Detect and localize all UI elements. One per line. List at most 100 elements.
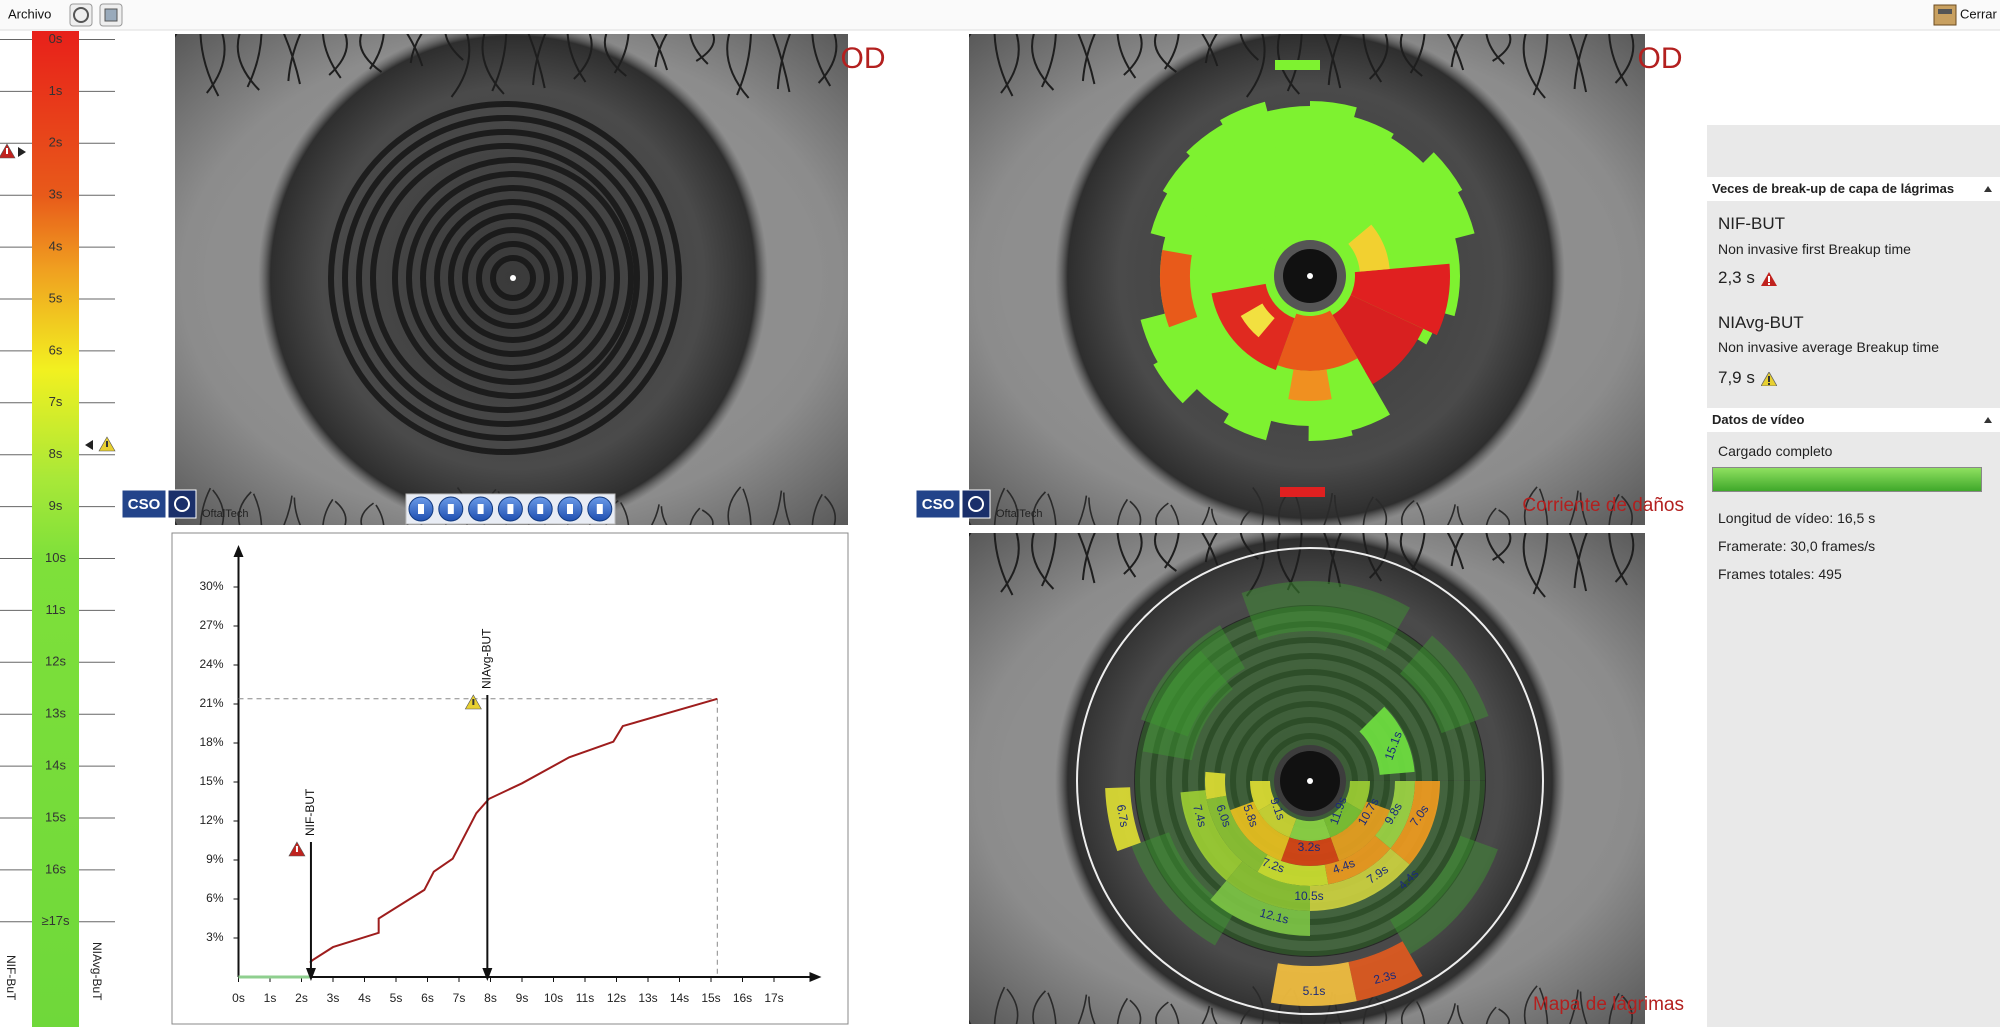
video-detail: Frames totales: 495	[1718, 566, 1842, 582]
eyelash	[1201, 506, 1211, 525]
y-tick-label: 15%	[199, 774, 223, 788]
eyelash	[1245, 533, 1266, 597]
map-sector	[1325, 137, 1425, 255]
eyelash	[1240, 510, 1251, 525]
eyelash	[359, 34, 383, 73]
map-sector	[1186, 123, 1296, 255]
close-button[interactable]: Cerrar	[1960, 6, 1998, 21]
eyelash	[1327, 34, 1342, 86]
sector-label: 3.2s	[1298, 840, 1321, 854]
eyelash	[1532, 533, 1549, 595]
scale-label: 7s	[49, 394, 63, 409]
scale-label: 5s	[49, 290, 63, 305]
map-sector	[1230, 801, 1290, 861]
eyelash	[650, 504, 660, 525]
x-tick-label: 15s	[701, 991, 720, 1005]
x-tick-label: 7s	[453, 991, 466, 1005]
x-tick-label: 13s	[638, 991, 657, 1005]
scale-caption: NIAvg-BuT	[90, 942, 104, 1001]
color-scale-bar	[32, 31, 79, 1027]
map-sector	[1390, 781, 1440, 865]
eye-image	[175, 34, 848, 525]
metric-description: Non invasive average Breakup time	[1718, 339, 1940, 355]
menu-archivo[interactable]: Archivo	[8, 6, 51, 21]
eyelash	[334, 500, 347, 525]
map-sector	[1323, 801, 1362, 838]
eyelash	[1006, 489, 1019, 525]
eye-label: OD	[841, 42, 886, 75]
eyelash	[491, 34, 508, 92]
eyelash	[1088, 497, 1096, 525]
x-tick-label: 11s	[576, 991, 594, 1005]
brand-text: OftalTech	[202, 508, 248, 520]
collapse-caret[interactable]	[1984, 417, 1992, 423]
map-caption: Corriente de daños	[1522, 495, 1684, 516]
eyelash	[1327, 533, 1342, 585]
eyelash	[1485, 34, 1505, 65]
scale-pointer	[18, 147, 26, 157]
eyelash	[1375, 498, 1388, 525]
eyelash	[236, 34, 260, 91]
collapse-caret[interactable]	[1984, 186, 1992, 192]
eye-image	[969, 34, 1645, 525]
eyelash	[742, 488, 752, 525]
player-button-glyph	[537, 504, 544, 514]
eyelash	[1415, 1001, 1426, 1024]
eyelash	[532, 34, 547, 86]
eyelash	[1170, 1003, 1180, 1024]
toolbar-icon[interactable]	[69, 3, 93, 27]
eyelash	[1032, 491, 1047, 525]
eyelash	[1006, 988, 1019, 1024]
section-header[interactable]: Veces de break-up de capa de lágrimas	[1707, 177, 2000, 201]
sector-label: 7.4s	[1190, 803, 1209, 829]
close-icon[interactable]	[1933, 4, 1957, 26]
eyelash	[573, 34, 593, 80]
y-tick-label: 27%	[199, 618, 223, 632]
eyelash	[613, 34, 630, 74]
eyelash	[238, 491, 252, 525]
y-tick-label: 3%	[206, 930, 224, 944]
metric-name: NIAvg-BUT	[1718, 313, 1804, 332]
map-sector	[1160, 249, 1198, 328]
sector-label: 5.1s	[1303, 984, 1326, 998]
map-sector	[1205, 771, 1227, 800]
logo-mark	[961, 489, 991, 519]
x-tick-label: 1s	[264, 991, 277, 1005]
x-tick-label: 2s	[295, 991, 308, 1005]
placido-ring	[476, 241, 550, 315]
eyelash	[1573, 533, 1588, 589]
eyelash	[1123, 34, 1143, 76]
y-tick-label: 24%	[199, 657, 223, 671]
marker-arrow	[482, 968, 493, 981]
map-fragment	[1275, 60, 1320, 70]
scale-label: 12s	[45, 654, 66, 669]
section-header[interactable]: Datos de vídeo	[1707, 408, 2000, 432]
eyelash	[1252, 486, 1265, 525]
map-sector	[1330, 801, 1390, 861]
warning-mark	[106, 441, 108, 447]
warning-mark	[6, 148, 8, 154]
metric-description: Non invasive first Breakup time	[1718, 241, 1911, 257]
eyelash	[1456, 1005, 1464, 1024]
eyelash	[360, 502, 375, 525]
scale-label: 6s	[49, 342, 63, 357]
eyelash	[1000, 533, 1020, 593]
map-sector	[1332, 295, 1424, 385]
scale-label: 3s	[49, 187, 63, 202]
placido-ring	[1134, 605, 1486, 957]
eyelash	[1201, 1005, 1211, 1024]
eyelash	[1446, 504, 1456, 525]
eye-image	[969, 533, 1645, 1024]
map-sector	[1210, 880, 1310, 936]
eyelash	[1399, 34, 1423, 77]
eyelash	[1409, 533, 1426, 573]
eyelash	[1446, 1003, 1456, 1024]
placido-ring	[490, 255, 536, 301]
eyelash	[1569, 989, 1579, 1024]
eyelash	[1153, 34, 1177, 73]
placido-ring	[448, 213, 578, 343]
eyelash	[695, 34, 715, 62]
map-boundary	[1076, 547, 1544, 1015]
toolbar-icon[interactable]	[99, 3, 123, 27]
